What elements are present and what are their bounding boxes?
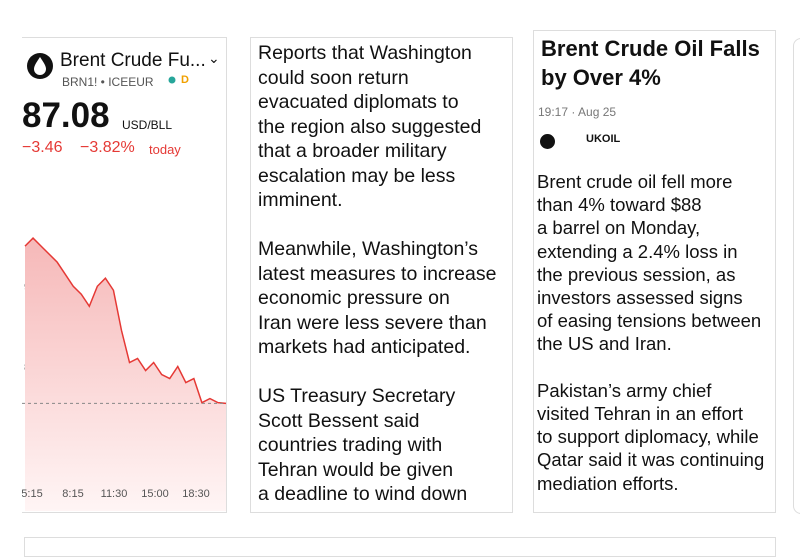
next-card[interactable] — [793, 38, 800, 514]
text-line: countries trading with — [258, 434, 443, 456]
text-line: Tehran would be given — [258, 458, 454, 481]
text-line: the US and Iran. — [537, 333, 672, 355]
area — [25, 238, 226, 511]
unit: USD/BLL — [122, 118, 173, 132]
change-pct: −3.82% — [80, 139, 135, 156]
bottom-card[interactable] — [24, 537, 776, 557]
article-card[interactable]: UKOIL 19:17 · Aug 25 Brent Crude Oil Fal… — [533, 30, 776, 513]
text-line: extending a 2.4% loss in — [537, 240, 738, 262]
text-line: Qatar said it was continuing — [537, 449, 765, 471]
ticker: UKOIL — [586, 133, 621, 145]
text-line: Pakistan’s army chief — [537, 379, 712, 401]
text-line: a deadline to wind down — [258, 483, 468, 505]
price: 87.08 — [22, 96, 110, 135]
time: 19:17 · Aug 25 — [538, 105, 617, 119]
status-dot — [168, 76, 176, 84]
text-line: could soon return — [258, 66, 409, 89]
price-line — [24, 237, 226, 405]
text-line: Reports that Washington — [258, 42, 472, 64]
text-line: than 4% toward $88 — [537, 194, 702, 216]
text-line: to support diplomacy, while — [537, 426, 759, 448]
logo-drop — [34, 57, 46, 75]
instrument-name: Brent Crude Fu... — [60, 50, 206, 71]
text-line: a barrel on Monday, — [537, 217, 701, 239]
headline: Brent Crude Oil Falls — [541, 36, 760, 61]
text-line: economic pressure on — [258, 287, 450, 309]
x-tick-label: 5:15 — [22, 488, 43, 500]
x-tick-label: 15:00 — [141, 488, 169, 500]
x-tick-label: 11:30 — [101, 488, 128, 500]
text-line: Brent crude oil fell more — [537, 171, 733, 192]
text-line: escalation may be less — [258, 164, 456, 187]
text-line: latest measures to increase — [258, 262, 497, 285]
change: −3.46 — [22, 139, 63, 156]
text-line: evacuated diplomats to — [258, 91, 459, 113]
text-line: of easing tensions between — [537, 310, 762, 332]
text-line: Iran were less severe than — [258, 311, 487, 334]
text-line: the previous session, as — [537, 263, 736, 285]
text-line: imminent. — [258, 189, 343, 211]
x-tick-label: 8:15 — [62, 488, 83, 500]
text-line: that a broader military — [258, 140, 447, 162]
x-tick-label: 18:30 — [182, 488, 210, 500]
symbol: BRN1! • ICEEUR — [62, 75, 154, 89]
text-line: mediation efforts. — [537, 472, 679, 494]
text-line: Scott Bessent said — [258, 409, 420, 432]
dropdown[interactable]: ⌄ — [208, 50, 220, 66]
text-line: markets had anticipated. — [258, 336, 471, 358]
period: today — [149, 142, 181, 157]
text-line: visited Tehran in an effort — [537, 403, 744, 424]
text-line: investors assessed signs — [537, 287, 743, 308]
ticker-icon — [540, 134, 555, 149]
text-line: the region also suggested — [258, 115, 482, 138]
text-line: US Treasury Secretary — [258, 385, 456, 407]
headline: by Over 4% — [541, 65, 661, 90]
badge: D — [181, 74, 189, 86]
text-line: Meanwhile, Washington’s — [258, 238, 479, 260]
article-card[interactable]: Reports that Washington could soon return… — [250, 37, 513, 513]
